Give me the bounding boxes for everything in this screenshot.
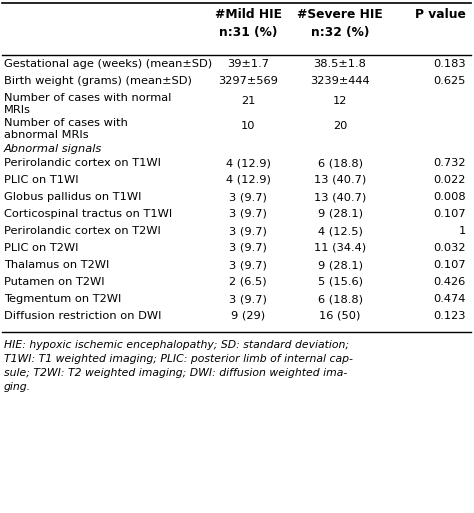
Text: 0.107: 0.107: [433, 260, 466, 270]
Text: Birth weight (grams) (mean±SD): Birth weight (grams) (mean±SD): [4, 76, 192, 86]
Text: 0.022: 0.022: [434, 175, 466, 185]
Text: 38.5±1.8: 38.5±1.8: [314, 59, 366, 69]
Text: 12: 12: [333, 96, 347, 106]
Text: 10: 10: [241, 121, 255, 131]
Text: 16 (50): 16 (50): [319, 311, 361, 321]
Text: Thalamus on T2WI: Thalamus on T2WI: [4, 260, 109, 270]
Text: 5 (15.6): 5 (15.6): [318, 277, 363, 287]
Text: Globus pallidus on T1WI: Globus pallidus on T1WI: [4, 192, 142, 202]
Text: 0.426: 0.426: [434, 277, 466, 287]
Text: 2 (6.5): 2 (6.5): [229, 277, 267, 287]
Text: Perirolandic cortex on T2WI: Perirolandic cortex on T2WI: [4, 226, 161, 236]
Text: 3 (9.7): 3 (9.7): [229, 243, 267, 253]
Text: 4 (12.9): 4 (12.9): [226, 175, 271, 185]
Text: 6 (18.8): 6 (18.8): [318, 294, 363, 304]
Text: T1WI: T1 weighted imaging; PLIC: posterior limb of internal cap-: T1WI: T1 weighted imaging; PLIC: posteri…: [4, 354, 353, 364]
Text: Gestational age (weeks) (mean±SD): Gestational age (weeks) (mean±SD): [4, 59, 212, 69]
Text: 0.625: 0.625: [434, 76, 466, 86]
Text: 4 (12.5): 4 (12.5): [318, 226, 363, 236]
Text: n:32 (%): n:32 (%): [311, 26, 369, 39]
Text: PLIC on T1WI: PLIC on T1WI: [4, 175, 79, 185]
Text: 6 (18.8): 6 (18.8): [318, 158, 363, 168]
Text: 0.107: 0.107: [433, 209, 466, 219]
Text: Corticospinal tractus on T1WI: Corticospinal tractus on T1WI: [4, 209, 172, 219]
Text: n:31 (%): n:31 (%): [219, 26, 277, 39]
Text: Putamen on T2WI: Putamen on T2WI: [4, 277, 105, 287]
Text: 13 (40.7): 13 (40.7): [314, 192, 366, 202]
Text: Number of cases with
abnormal MRIs: Number of cases with abnormal MRIs: [4, 118, 128, 140]
Text: 20: 20: [333, 121, 347, 131]
Text: ging.: ging.: [4, 382, 31, 392]
Text: 3 (9.7): 3 (9.7): [229, 209, 267, 219]
Text: 0.123: 0.123: [434, 311, 466, 321]
Text: 4 (12.9): 4 (12.9): [226, 158, 271, 168]
Text: 3 (9.7): 3 (9.7): [229, 260, 267, 270]
Text: 0.732: 0.732: [434, 158, 466, 168]
Text: 3 (9.7): 3 (9.7): [229, 226, 267, 236]
Text: PLIC on T2WI: PLIC on T2WI: [4, 243, 79, 253]
Text: HIE: hypoxic ischemic encephalopathy; SD: standard deviation;: HIE: hypoxic ischemic encephalopathy; SD…: [4, 340, 349, 350]
Text: Abnormal signals: Abnormal signals: [4, 144, 102, 154]
Text: 21: 21: [241, 96, 255, 106]
Text: Diffusion restriction on DWI: Diffusion restriction on DWI: [4, 311, 162, 321]
Text: 1: 1: [459, 226, 466, 236]
Text: #Mild HIE: #Mild HIE: [215, 8, 282, 21]
Text: 0.474: 0.474: [434, 294, 466, 304]
Text: P value: P value: [415, 8, 466, 21]
Text: 3239±444: 3239±444: [310, 76, 370, 86]
Text: 0.008: 0.008: [433, 192, 466, 202]
Text: 3 (9.7): 3 (9.7): [229, 294, 267, 304]
Text: #Severe HIE: #Severe HIE: [297, 8, 383, 21]
Text: Number of cases with normal
MRIs: Number of cases with normal MRIs: [4, 93, 172, 114]
Text: sule; T2WI: T2 weighted imaging; DWI: diffusion weighted ima-: sule; T2WI: T2 weighted imaging; DWI: di…: [4, 368, 347, 378]
Text: 9 (28.1): 9 (28.1): [318, 260, 363, 270]
Text: 3 (9.7): 3 (9.7): [229, 192, 267, 202]
Text: Tegmentum on T2WI: Tegmentum on T2WI: [4, 294, 121, 304]
Text: 3297±569: 3297±569: [218, 76, 278, 86]
Text: Perirolandic cortex on T1WI: Perirolandic cortex on T1WI: [4, 158, 161, 168]
Text: 11 (34.4): 11 (34.4): [314, 243, 366, 253]
Text: 0.032: 0.032: [434, 243, 466, 253]
Text: 9 (28.1): 9 (28.1): [318, 209, 363, 219]
Text: 13 (40.7): 13 (40.7): [314, 175, 366, 185]
Text: 9 (29): 9 (29): [231, 311, 265, 321]
Text: 39±1.7: 39±1.7: [227, 59, 269, 69]
Text: 0.183: 0.183: [433, 59, 466, 69]
